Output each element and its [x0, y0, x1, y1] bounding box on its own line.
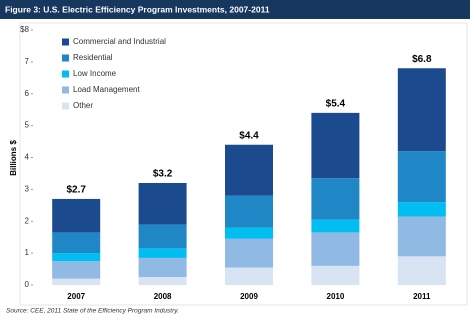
legend-label: Low Income: [73, 69, 117, 78]
y-tick-label: 4: [25, 153, 30, 162]
y-tick-label: 2: [25, 216, 30, 225]
bar-segment: [311, 219, 360, 233]
bar-segment: [138, 277, 187, 285]
bar-segment: [225, 227, 273, 239]
x-tick-label: 2011: [413, 292, 431, 301]
bar-segment: [225, 238, 273, 268]
bar-segment: [138, 224, 187, 249]
y-tick-label: $8: [20, 25, 29, 34]
total-label: $3.2: [153, 169, 173, 180]
bar-segment: [311, 112, 360, 179]
bar-segment: [52, 232, 101, 254]
legend-swatch: [62, 38, 69, 46]
legend-swatch: [62, 54, 69, 62]
bar-segment: [52, 278, 101, 285]
x-tick-label: 2010: [327, 292, 345, 301]
bar-segment: [138, 183, 187, 225]
x-tick-label: 2009: [240, 292, 258, 301]
bar-segment: [52, 253, 101, 262]
legend-label: Load Management: [73, 85, 140, 94]
source-note: Source: CEE, 2011 State of the Efficienc…: [6, 308, 179, 315]
bar-segment: [138, 248, 187, 258]
total-label: $6.8: [412, 54, 432, 65]
y-tick-label: 3: [25, 184, 30, 193]
legend-swatch: [62, 102, 69, 110]
title-bar: [0, 0, 470, 19]
bar-segment: [397, 68, 446, 152]
chart-title: Figure 3: U.S. Electric Efficiency Progr…: [5, 4, 270, 14]
y-tick-label: 0: [25, 280, 30, 289]
legend-swatch: [62, 86, 69, 94]
total-label: $4.4: [239, 130, 259, 141]
bar-segment: [225, 144, 273, 196]
legend-swatch: [62, 70, 69, 78]
bar-segment: [52, 261, 101, 279]
y-tick-label: 5: [25, 121, 30, 130]
bar-segment: [397, 202, 446, 217]
bar-segment: [138, 257, 187, 278]
y-tick-label: 1: [25, 248, 30, 257]
bar-segment: [311, 178, 360, 220]
y-axis-label: Billions $: [9, 140, 18, 176]
bar-segment: [397, 216, 446, 257]
bar-segment: [397, 256, 446, 285]
total-label: $2.7: [66, 185, 86, 196]
bar-segment: [52, 198, 101, 233]
y-tick-label: 7: [25, 57, 30, 66]
legend-label: Commercial and Industrial: [73, 37, 166, 46]
bar-segment: [397, 151, 446, 203]
x-tick-label: 2007: [67, 292, 85, 301]
legend-label: Residential: [73, 53, 113, 62]
bar-segment: [225, 195, 273, 228]
bar-segment: [225, 267, 273, 285]
legend-label: Other: [73, 101, 93, 110]
y-tick-label: 6: [25, 89, 30, 98]
bar-segment: [311, 232, 360, 266]
total-label: $5.4: [326, 99, 346, 110]
bar-segment: [311, 265, 360, 285]
x-tick-label: 2008: [154, 292, 172, 301]
